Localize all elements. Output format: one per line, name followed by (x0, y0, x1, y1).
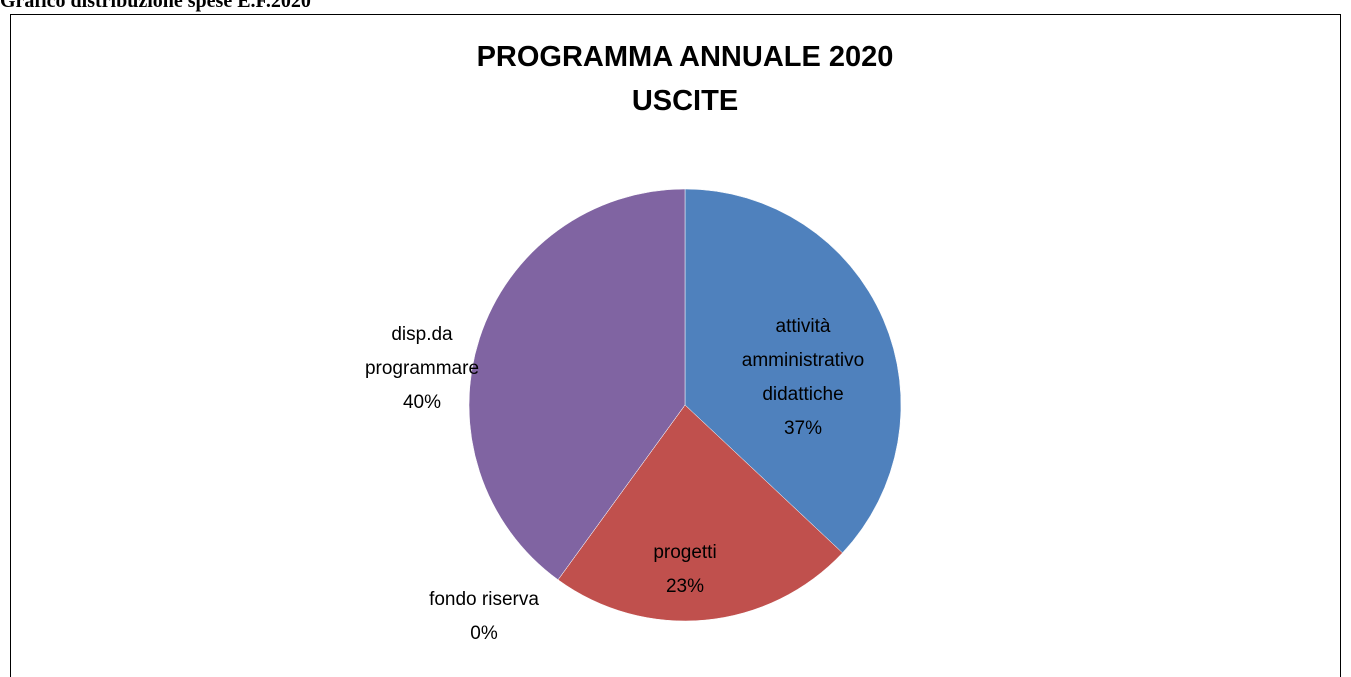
data-label-value: 23% (666, 576, 704, 597)
data-label-line: amministrativo (742, 350, 864, 371)
chart-title: USCITE (632, 85, 738, 117)
page-header: Grafico distribuzione spese E.F.2020 (0, 0, 311, 12)
data-label-line: disp.da (391, 324, 453, 345)
data-label-value: 0% (470, 623, 498, 644)
pie-slice (557, 404, 843, 622)
data-label-line: didattiche (762, 384, 843, 405)
data-label-line: programmare (365, 358, 479, 379)
data-label: attività amministrativo didattiche (742, 316, 864, 405)
data-label-line: progetti (653, 542, 716, 563)
data-label-value: 40% (403, 392, 441, 413)
data-label-line: attività (776, 316, 831, 337)
data-label-value: 37% (784, 418, 822, 439)
pie-slice (468, 188, 686, 581)
data-label-line: fondo riserva (429, 589, 539, 610)
data-label: disp.da programmare (365, 324, 479, 379)
pie-slice (684, 188, 902, 554)
data-label: progetti (653, 542, 716, 563)
chart-title: PROGRAMMA ANNUALE 2020 (477, 41, 894, 73)
chart-frame (10, 14, 1341, 677)
data-label: fondo riserva (429, 589, 539, 610)
